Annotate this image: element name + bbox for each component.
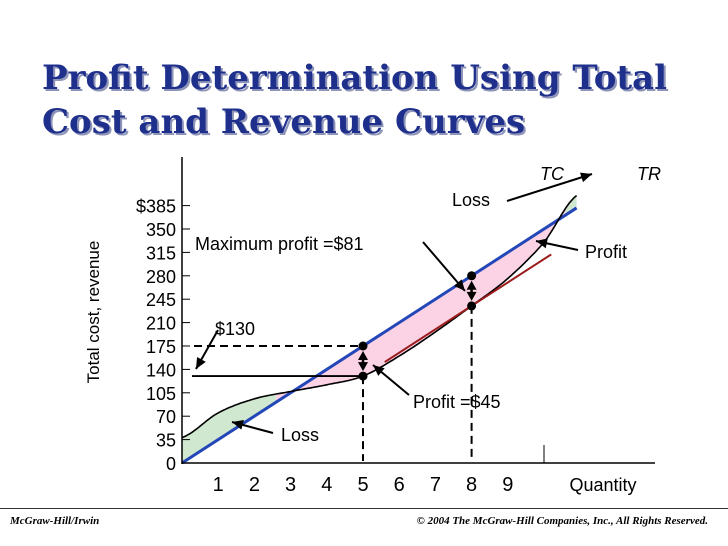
pointer-head	[580, 172, 592, 183]
y-tick-label: 70	[156, 407, 176, 427]
tr-point-5	[358, 341, 368, 351]
y-tick-label: 105	[146, 384, 176, 404]
arrow-head-up	[466, 280, 477, 290]
y-tick-label: 35	[156, 431, 176, 451]
axes: 0 35 70 105 140 175 210 245 280 315 350 $385 1 2 3 4 5 6 7…	[84, 157, 655, 496]
y-tick-label: $385	[136, 197, 176, 217]
loss-top-pointer	[506, 172, 593, 202]
x-tick-label: 2	[249, 474, 260, 496]
tc-point-8	[467, 301, 477, 311]
profit-label: Profit	[585, 242, 627, 262]
x-tick-label: 6	[394, 474, 405, 496]
cost-130-pointer	[195, 329, 219, 370]
loss-region-low	[182, 394, 277, 463]
arrow-head-down	[358, 362, 368, 372]
profit-45-label: Profit =$45	[413, 392, 501, 412]
footer-divider	[0, 508, 728, 509]
footer-copyright: © 2004 The McGraw-Hill Companies, Inc., …	[416, 515, 708, 527]
title-line-1: Profit Determination Using Total	[42, 58, 668, 98]
profit-45-pointer	[372, 364, 410, 396]
arrow-head-up	[358, 351, 368, 360]
loss-bottom-label: Loss	[281, 425, 319, 445]
pointer-head	[454, 279, 465, 291]
profit-arrow-5	[358, 351, 368, 372]
pointer-head	[196, 356, 206, 369]
profit-chart: 0 35 70 105 140 175 210 245 280 315 350 $385 1 2 3 4 5 6 7…	[84, 157, 661, 496]
profit-pointer	[535, 238, 579, 251]
loss-region-high	[565, 195, 577, 215]
x-axis-label: Quantity	[569, 475, 636, 495]
y-tick-label: 350	[146, 220, 176, 240]
x-tick-label: 4	[321, 474, 332, 496]
tc-point-5	[358, 371, 368, 381]
y-tick-label: 0	[166, 454, 176, 474]
page-title: Profit Determination Using Total Cost an…	[42, 56, 702, 144]
y-tick-label: 280	[146, 267, 176, 287]
loss-bottom-pointer	[231, 420, 274, 434]
y-tick-label: 210	[146, 314, 176, 334]
tc-label: TC	[540, 164, 565, 184]
y-tick-label: 315	[146, 243, 176, 263]
pointer-head	[536, 238, 548, 249]
pointer-head	[373, 365, 385, 376]
pointer-shaft	[506, 173, 593, 202]
y-tick-label: 140	[146, 360, 176, 380]
fill-areas	[182, 195, 577, 463]
max-profit-pointer	[422, 241, 466, 292]
footer-publisher: McGraw-Hill/Irwin	[10, 515, 100, 527]
pointer-head	[232, 420, 244, 430]
max-profit-label: Maximum profit =$81	[195, 234, 364, 254]
x-tick-label: 8	[466, 474, 477, 496]
cost-130-label: $130	[215, 319, 255, 339]
title-line-2: Cost and Revenue Curves	[42, 102, 526, 142]
tr-line	[181, 206, 578, 465]
x-tick-label: 9	[502, 474, 513, 496]
x-tick-label: 3	[285, 474, 296, 496]
annotations: TC TR Loss Profit Maximum profit =$81 $130 Pro…	[192, 164, 661, 461]
y-tick-label: 245	[146, 290, 176, 310]
y-axis-label: Total cost, revenue	[84, 241, 103, 384]
y-tick-label: 175	[146, 337, 176, 357]
tc-curve	[181, 194, 578, 439]
tr-point-8	[467, 271, 477, 281]
x-tick-label: 1	[213, 474, 224, 496]
loss-top-label: Loss	[452, 190, 490, 210]
x-tick-label: 7	[430, 474, 441, 496]
x-tick-label: 5	[357, 474, 368, 496]
arrow-head-down	[466, 291, 477, 301]
profit-arrow-8	[466, 280, 477, 301]
tr-label: TR	[637, 164, 661, 184]
